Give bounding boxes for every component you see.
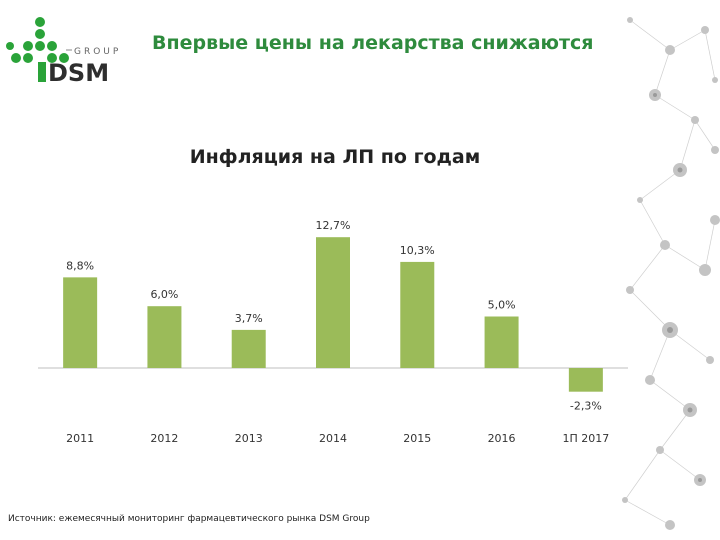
category-label-2016: 2016: [488, 432, 516, 445]
inflation-bar-chart: Инфляция на ЛП по годам 8,8% 6,0% 3,7% 12,7…: [38, 146, 628, 445]
value-label-2012: 6,0%: [150, 288, 178, 301]
value-label-1П-2017: -2,3%: [570, 400, 602, 413]
value-label-2013: 3,7%: [235, 312, 263, 325]
category-label-2013: 2013: [235, 432, 263, 445]
bar-2014: [316, 237, 350, 368]
bar-2016: [484, 316, 519, 368]
bar-2013: [231, 329, 266, 368]
value-label-2011: 8,8%: [66, 259, 94, 272]
bar-2012: [147, 306, 182, 368]
page-title: Впервые цены на лекарства снижаются: [152, 32, 594, 54]
category-label-2011: 2011: [66, 432, 94, 445]
value-label-2015: 10,3%: [400, 244, 435, 257]
dsm-group-logo: GROUP DSM: [6, 17, 121, 84]
bar-2015: [400, 261, 435, 368]
category-label-1П-2017: 1П 2017: [562, 432, 609, 445]
source-note: Источник: ежемесячный мониторинг фармаце…: [8, 514, 370, 524]
logo-group-text: GROUP: [74, 47, 121, 57]
logo-brand-text: DSM: [48, 59, 109, 84]
category-label-2012: 2012: [150, 432, 178, 445]
value-label-2014: 12,7%: [316, 219, 351, 232]
bar-1П-2017: [568, 368, 603, 392]
category-label-2014: 2014: [319, 432, 347, 445]
chart-title: Инфляция на ЛП по годам: [190, 146, 481, 168]
molecule-decoration: [622, 17, 720, 530]
value-label-2016: 5,0%: [488, 299, 516, 312]
bar-2011: [63, 277, 98, 368]
category-label-2015: 2015: [403, 432, 431, 445]
